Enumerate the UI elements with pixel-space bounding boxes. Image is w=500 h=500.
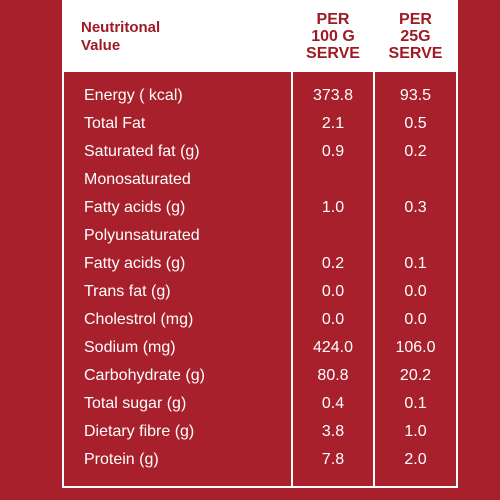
value-per-25g: 93.5 [399, 87, 432, 104]
table-row: Sodium (mg) 424.0 106.0 [64, 334, 456, 362]
value-per-100g: 80.8 [317, 367, 349, 384]
value-per-100g: 0.4 [321, 395, 345, 412]
value-per-100g: 1.0 [321, 199, 345, 216]
value-per-100g: 0.0 [321, 283, 345, 300]
nutrient-label-line1: Carbohydrate (g) [84, 367, 205, 384]
column-divider-2 [373, 0, 375, 486]
nutrient-label-line1: Energy ( kcal) [84, 87, 183, 104]
table-row: Total Fat 2.1 0.5 [64, 110, 456, 138]
table-row: Polyunsaturated Fatty acids (g) 0.2 0.1 [64, 222, 456, 278]
header-per-25g-line2: 25G [400, 28, 431, 45]
header-per-100g-line3: SERVE [306, 45, 360, 62]
value-per-25g: 0.2 [404, 143, 427, 160]
value-per-25g: 0.3 [404, 199, 427, 216]
nutrition-table: Neutritonal Value PER 100 G SERVE PER 25… [62, 0, 458, 488]
header-per-25g-line3: SERVE [388, 45, 443, 62]
nutrient-label-line1: Trans fat (g) [84, 283, 171, 300]
table-row: Energy ( kcal) 373.8 93.5 [64, 82, 456, 110]
value-per-25g: 0.1 [404, 255, 427, 272]
nutrient-label: Cholestrol (mg) [84, 306, 193, 334]
value-per-100g: 7.8 [321, 451, 345, 468]
table-row: Dietary fibre (g) 3.8 1.0 [64, 418, 456, 446]
nutrient-label-line1: Total Fat [84, 115, 146, 132]
header-per-25g: PER 25G SERVE [375, 11, 456, 62]
nutrient-label: Total sugar (g) [84, 390, 186, 418]
table-row: Saturated fat (g) 0.9 0.2 [64, 138, 456, 166]
nutrient-label-line2: Fatty acids (g) [84, 255, 186, 272]
value-per-25g: 0.5 [404, 115, 427, 132]
table-row: Total sugar (g) 0.4 0.1 [64, 390, 456, 418]
value-per-100g: 2.1 [321, 115, 345, 132]
value-per-100g: 424.0 [312, 339, 354, 356]
value-per-100g: 0.2 [321, 255, 345, 272]
value-per-100g: 0.0 [321, 311, 345, 328]
nutrient-label-line1: Dietary fibre (g) [84, 423, 195, 440]
header-per-100g-line2: 100 G [311, 28, 355, 45]
nutrient-label-line1: Saturated fat (g) [84, 143, 200, 160]
table-row: Trans fat (g) 0.0 0.0 [64, 278, 456, 306]
nutrient-label-line1: Sodium (mg) [84, 339, 176, 356]
nutrient-label-line1: Protein (g) [84, 451, 159, 468]
table-row: Carbohydrate (g) 80.8 20.2 [64, 362, 456, 390]
nutrient-label-line2: Fatty acids (g) [84, 199, 186, 216]
nutrient-label-line1: Cholestrol (mg) [84, 311, 194, 328]
nutrient-label-line1: Polyunsaturated [84, 227, 200, 244]
value-per-100g: 373.8 [312, 87, 354, 104]
value-per-25g: 106.0 [395, 339, 436, 356]
nutrient-label-line1: Monosaturated [84, 171, 191, 188]
table-header: Neutritonal Value PER 100 G SERVE PER 25… [64, 0, 456, 72]
value-per-25g: 1.0 [404, 423, 427, 440]
value-per-25g: 20.2 [399, 367, 432, 384]
value-per-25g: 0.1 [404, 395, 427, 412]
header-per-100g-line1: PER [316, 11, 350, 28]
header-label: Neutritonal Value [81, 19, 160, 55]
table-row: Monosaturated Fatty acids (g) 1.0 0.3 [64, 166, 456, 222]
nutrient-label: Sodium (mg) [84, 334, 176, 362]
nutrient-label: Energy ( kcal) [84, 82, 183, 110]
nutrient-label: Protein (g) [84, 446, 159, 474]
nutrient-label: Dietary fibre (g) [84, 418, 194, 446]
nutrient-label: Total Fat [84, 110, 145, 138]
value-per-25g: 2.0 [404, 451, 427, 468]
header-per-100g: PER 100 G SERVE [293, 11, 373, 62]
column-divider-1 [291, 0, 293, 486]
header-per-25g-line1: PER [399, 11, 432, 28]
nutrient-label-line1: Total sugar (g) [84, 395, 187, 412]
value-per-100g: 3.8 [321, 423, 345, 440]
nutrient-label: Saturated fat (g) [84, 138, 200, 166]
nutrient-label: Monosaturated Fatty acids (g) [84, 166, 191, 222]
table-row: Cholestrol (mg) 0.0 0.0 [64, 306, 456, 334]
value-per-25g: 0.0 [404, 283, 427, 300]
value-per-100g: 0.9 [321, 143, 345, 160]
nutrient-label: Trans fat (g) [84, 278, 171, 306]
nutrient-label: Polyunsaturated Fatty acids (g) [84, 222, 200, 278]
table-row: Protein (g) 7.8 2.0 [64, 446, 456, 474]
header-label-line2: Value [81, 37, 121, 54]
nutrient-label: Carbohydrate (g) [84, 362, 205, 390]
value-per-25g: 0.0 [404, 311, 427, 328]
header-label-line1: Neutritonal [81, 19, 161, 36]
